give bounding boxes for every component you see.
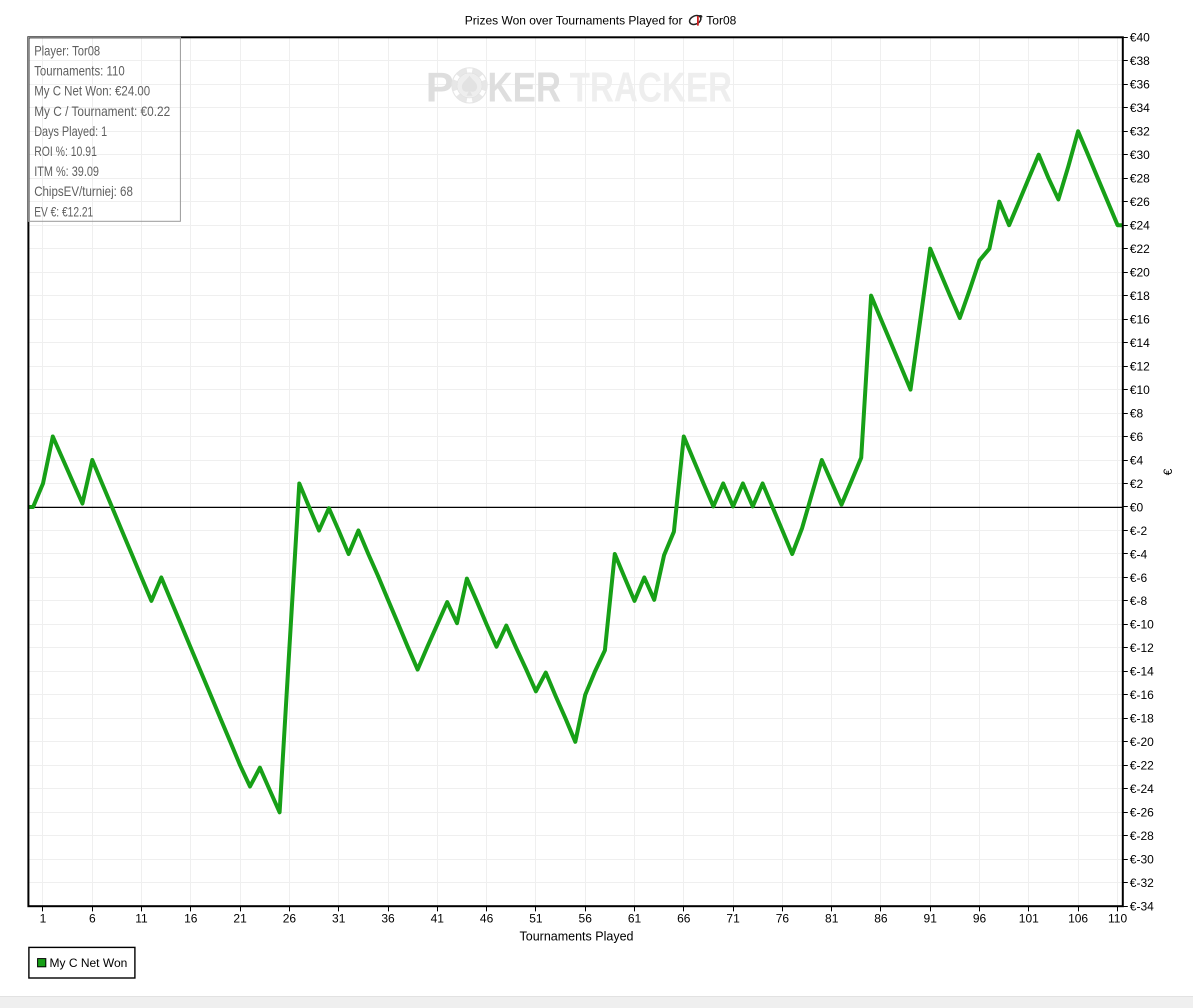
svg-text:€38: €38 <box>1130 54 1150 68</box>
svg-text:€-28: €-28 <box>1130 829 1154 843</box>
svg-text:81: 81 <box>825 912 839 926</box>
svg-text:€6: €6 <box>1130 430 1144 444</box>
svg-text:€22: €22 <box>1130 242 1150 256</box>
svg-text:€36: €36 <box>1130 78 1150 92</box>
svg-text:My C / Tournament: €0.22: My C / Tournament: €0.22 <box>34 103 170 119</box>
svg-text:€-30: €-30 <box>1130 853 1154 867</box>
svg-text:€4: €4 <box>1130 453 1144 467</box>
svg-text:110: 110 <box>1108 912 1127 926</box>
svg-text:€2: €2 <box>1130 477 1144 491</box>
svg-text:1: 1 <box>40 912 47 926</box>
svg-text:66: 66 <box>677 912 691 926</box>
svg-text:My C Net Won: €24.00: My C Net Won: €24.00 <box>34 83 150 99</box>
svg-text:€20: €20 <box>1130 266 1150 280</box>
svg-text:€16: €16 <box>1130 312 1150 326</box>
svg-text:€-14: €-14 <box>1130 665 1154 679</box>
svg-text:€-10: €-10 <box>1130 618 1154 632</box>
svg-text:€26: €26 <box>1130 195 1150 209</box>
svg-text:€34: €34 <box>1130 101 1150 115</box>
svg-text:€-4: €-4 <box>1130 547 1148 561</box>
svg-text:26: 26 <box>283 912 297 926</box>
svg-text:€24: €24 <box>1130 219 1150 233</box>
svg-text:51: 51 <box>529 912 543 926</box>
svg-text:€-32: €-32 <box>1130 876 1154 890</box>
svg-text:EV €: €12.21: EV €: €12.21 <box>34 203 93 219</box>
svg-text:My C Net Won: My C Net Won <box>50 956 128 970</box>
svg-text:91: 91 <box>924 912 938 926</box>
svg-text:€: € <box>1161 468 1175 475</box>
svg-text:41: 41 <box>431 912 445 926</box>
svg-text:€-24: €-24 <box>1130 782 1154 796</box>
svg-text:€40: €40 <box>1130 31 1150 45</box>
svg-text:€-2: €-2 <box>1130 524 1148 538</box>
svg-text:€-34: €-34 <box>1130 900 1154 914</box>
svg-text:€18: €18 <box>1130 289 1150 303</box>
svg-text:€-22: €-22 <box>1130 759 1154 773</box>
svg-text:Player: Tor08: Player: Tor08 <box>34 43 100 59</box>
svg-text:€-20: €-20 <box>1130 735 1154 749</box>
svg-text:Prizes Won over Tournaments Pl: Prizes Won over Tournaments Played for <box>465 13 683 27</box>
svg-text:36: 36 <box>381 912 395 926</box>
svg-text:€32: €32 <box>1130 125 1150 139</box>
svg-text:86: 86 <box>874 912 888 926</box>
svg-text:€30: €30 <box>1130 148 1150 162</box>
svg-text:Days Played: 1: Days Played: 1 <box>34 123 107 139</box>
svg-text:TRACKER: TRACKER <box>570 64 732 111</box>
svg-text:€10: €10 <box>1130 383 1150 397</box>
svg-text:6: 6 <box>89 912 96 926</box>
svg-text:106: 106 <box>1068 912 1088 926</box>
svg-text:46: 46 <box>480 912 494 926</box>
svg-text:11: 11 <box>135 912 148 926</box>
svg-text:ITM %: 39.09: ITM %: 39.09 <box>34 163 99 179</box>
svg-text:€-12: €-12 <box>1130 641 1154 655</box>
svg-text:€-8: €-8 <box>1130 594 1148 608</box>
svg-text:Tournaments Played: Tournaments Played <box>520 930 634 944</box>
svg-text:€0: €0 <box>1130 500 1144 514</box>
svg-text:21: 21 <box>233 912 247 926</box>
svg-text:76: 76 <box>776 912 790 926</box>
svg-text:€-18: €-18 <box>1130 712 1154 726</box>
svg-text:KER: KER <box>488 64 562 111</box>
svg-text:31: 31 <box>332 912 346 926</box>
svg-text:ROI %: 10.91: ROI %: 10.91 <box>34 143 97 159</box>
svg-text:Tor08: Tor08 <box>706 13 736 27</box>
svg-text:56: 56 <box>579 912 593 926</box>
svg-text:96: 96 <box>973 912 987 926</box>
svg-text:16: 16 <box>184 912 198 926</box>
svg-text:71: 71 <box>726 912 740 926</box>
svg-text:€28: €28 <box>1130 172 1150 186</box>
svg-text:P: P <box>426 64 454 111</box>
svg-text:61: 61 <box>628 912 642 926</box>
svg-text:€14: €14 <box>1130 336 1150 350</box>
svg-text:€12: €12 <box>1130 359 1150 373</box>
svg-text:€-6: €-6 <box>1130 571 1148 585</box>
svg-text:€-26: €-26 <box>1130 806 1154 820</box>
svg-text:ChipsEV/turniej: 68: ChipsEV/turniej: 68 <box>34 183 133 199</box>
svg-text:€-16: €-16 <box>1130 688 1154 702</box>
svg-text:101: 101 <box>1019 912 1039 926</box>
svg-text:€8: €8 <box>1130 406 1144 420</box>
svg-text:Tournaments: 110: Tournaments: 110 <box>34 63 125 79</box>
